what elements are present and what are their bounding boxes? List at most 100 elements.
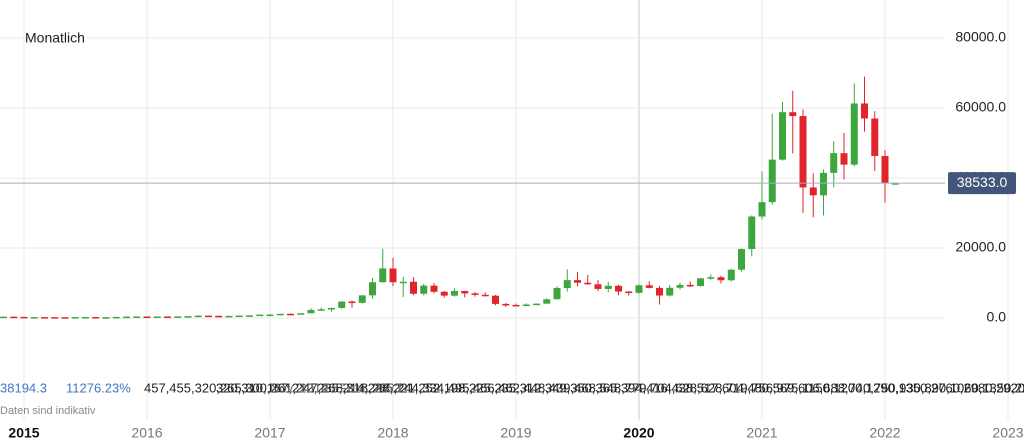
candle-body — [625, 291, 633, 294]
candle-body — [317, 309, 325, 311]
candle-body — [0, 316, 7, 319]
candle-body — [737, 249, 745, 270]
candle-body — [409, 281, 417, 294]
candle-body — [543, 299, 551, 304]
candle-body — [215, 315, 223, 318]
change-percent: 11276.23% — [66, 380, 131, 395]
last-price-box — [948, 172, 1016, 195]
candle-body — [891, 183, 899, 185]
candle-body — [881, 155, 889, 184]
candle-body — [533, 303, 541, 306]
candle-body — [594, 284, 602, 289]
range-label: Nov. 2014 - Febr. 2023 — [270, 380, 402, 395]
candle-body — [420, 285, 428, 294]
candle-body — [799, 116, 807, 188]
candle-body — [491, 295, 499, 304]
candle-body — [10, 316, 18, 319]
candle-body — [707, 277, 715, 279]
candle-body — [204, 315, 212, 318]
candle-body — [307, 309, 315, 314]
y-tick-label: 0.0 — [987, 309, 1007, 325]
candle-body — [666, 287, 674, 296]
candle-body — [635, 285, 643, 293]
candle-body — [789, 112, 797, 117]
candle-body — [717, 277, 725, 281]
candle-body — [768, 159, 776, 203]
candle-body — [112, 316, 120, 319]
candle-body — [163, 316, 171, 318]
candle-body — [256, 314, 264, 317]
candle-body — [153, 316, 161, 318]
x-tick-label: 2022 — [869, 425, 900, 441]
candle-body — [727, 269, 735, 281]
candle-body — [850, 103, 858, 165]
candle-body — [286, 313, 294, 316]
candle-body — [40, 317, 48, 319]
candle-body — [20, 316, 28, 319]
candle-body — [71, 317, 79, 319]
candle-body — [830, 153, 838, 173]
candle-body — [604, 285, 612, 289]
candle-body — [266, 314, 274, 317]
candle-body — [92, 317, 100, 319]
candles — [0, 76, 945, 319]
candle-body — [338, 301, 346, 308]
candle-body — [584, 282, 592, 285]
candle-body — [51, 317, 59, 319]
change-value: 38194.3 — [0, 380, 47, 395]
candle-body — [81, 317, 89, 319]
candle-body — [245, 315, 253, 317]
candle-body — [235, 315, 243, 318]
x-tick-label: 2023 — [992, 425, 1023, 441]
candle-body — [327, 307, 335, 310]
candle-body — [758, 202, 766, 217]
candle-body — [512, 304, 520, 307]
candle-body — [399, 281, 407, 284]
x-tick-label: 2015 — [8, 425, 39, 441]
candle-body — [779, 112, 787, 160]
candle-body — [297, 313, 305, 315]
candle-body — [143, 316, 151, 318]
candle-body — [481, 294, 489, 297]
candle-body — [697, 278, 705, 287]
candle-body — [748, 216, 756, 250]
candle-body — [861, 103, 869, 119]
x-tick-label: 2021 — [746, 425, 777, 441]
candle-body — [553, 288, 561, 300]
candle-body — [368, 282, 376, 296]
candle-body — [225, 315, 233, 318]
candle-body — [430, 285, 438, 292]
candle-body — [102, 317, 110, 319]
candle-body — [461, 290, 469, 294]
candle-body — [379, 268, 387, 283]
candle-body — [820, 172, 828, 196]
note: Daten sind indikativ — [0, 405, 96, 417]
low-label: 320,310,167,212,235,214,228,221,252,198,… — [216, 380, 1024, 395]
candle-body — [840, 153, 848, 165]
candle-body — [645, 285, 653, 288]
candle-body — [450, 290, 458, 296]
candle-body — [676, 284, 684, 288]
x-tick-label: 2018 — [377, 425, 408, 441]
candle-body — [122, 316, 130, 319]
candle-body — [276, 313, 284, 316]
candle-body — [809, 187, 817, 196]
candle-body — [440, 291, 448, 296]
last-price-label: 38533.0 — [957, 174, 1008, 190]
candle-body — [573, 280, 581, 283]
x-tick-label: 2020 — [623, 425, 654, 441]
candle-body — [61, 317, 69, 319]
candle-body — [174, 316, 182, 318]
y-tick-label: 80000.0 — [955, 29, 1006, 45]
candle-body — [358, 295, 366, 303]
candle-body — [656, 287, 664, 296]
candle-body — [502, 303, 510, 306]
x-tick-label: 2017 — [254, 425, 285, 441]
candle-body — [133, 316, 141, 318]
candle-body — [522, 304, 530, 307]
candle-body — [30, 317, 38, 319]
y-tick-label: 20000.0 — [955, 239, 1006, 255]
grid — [0, 0, 1009, 420]
